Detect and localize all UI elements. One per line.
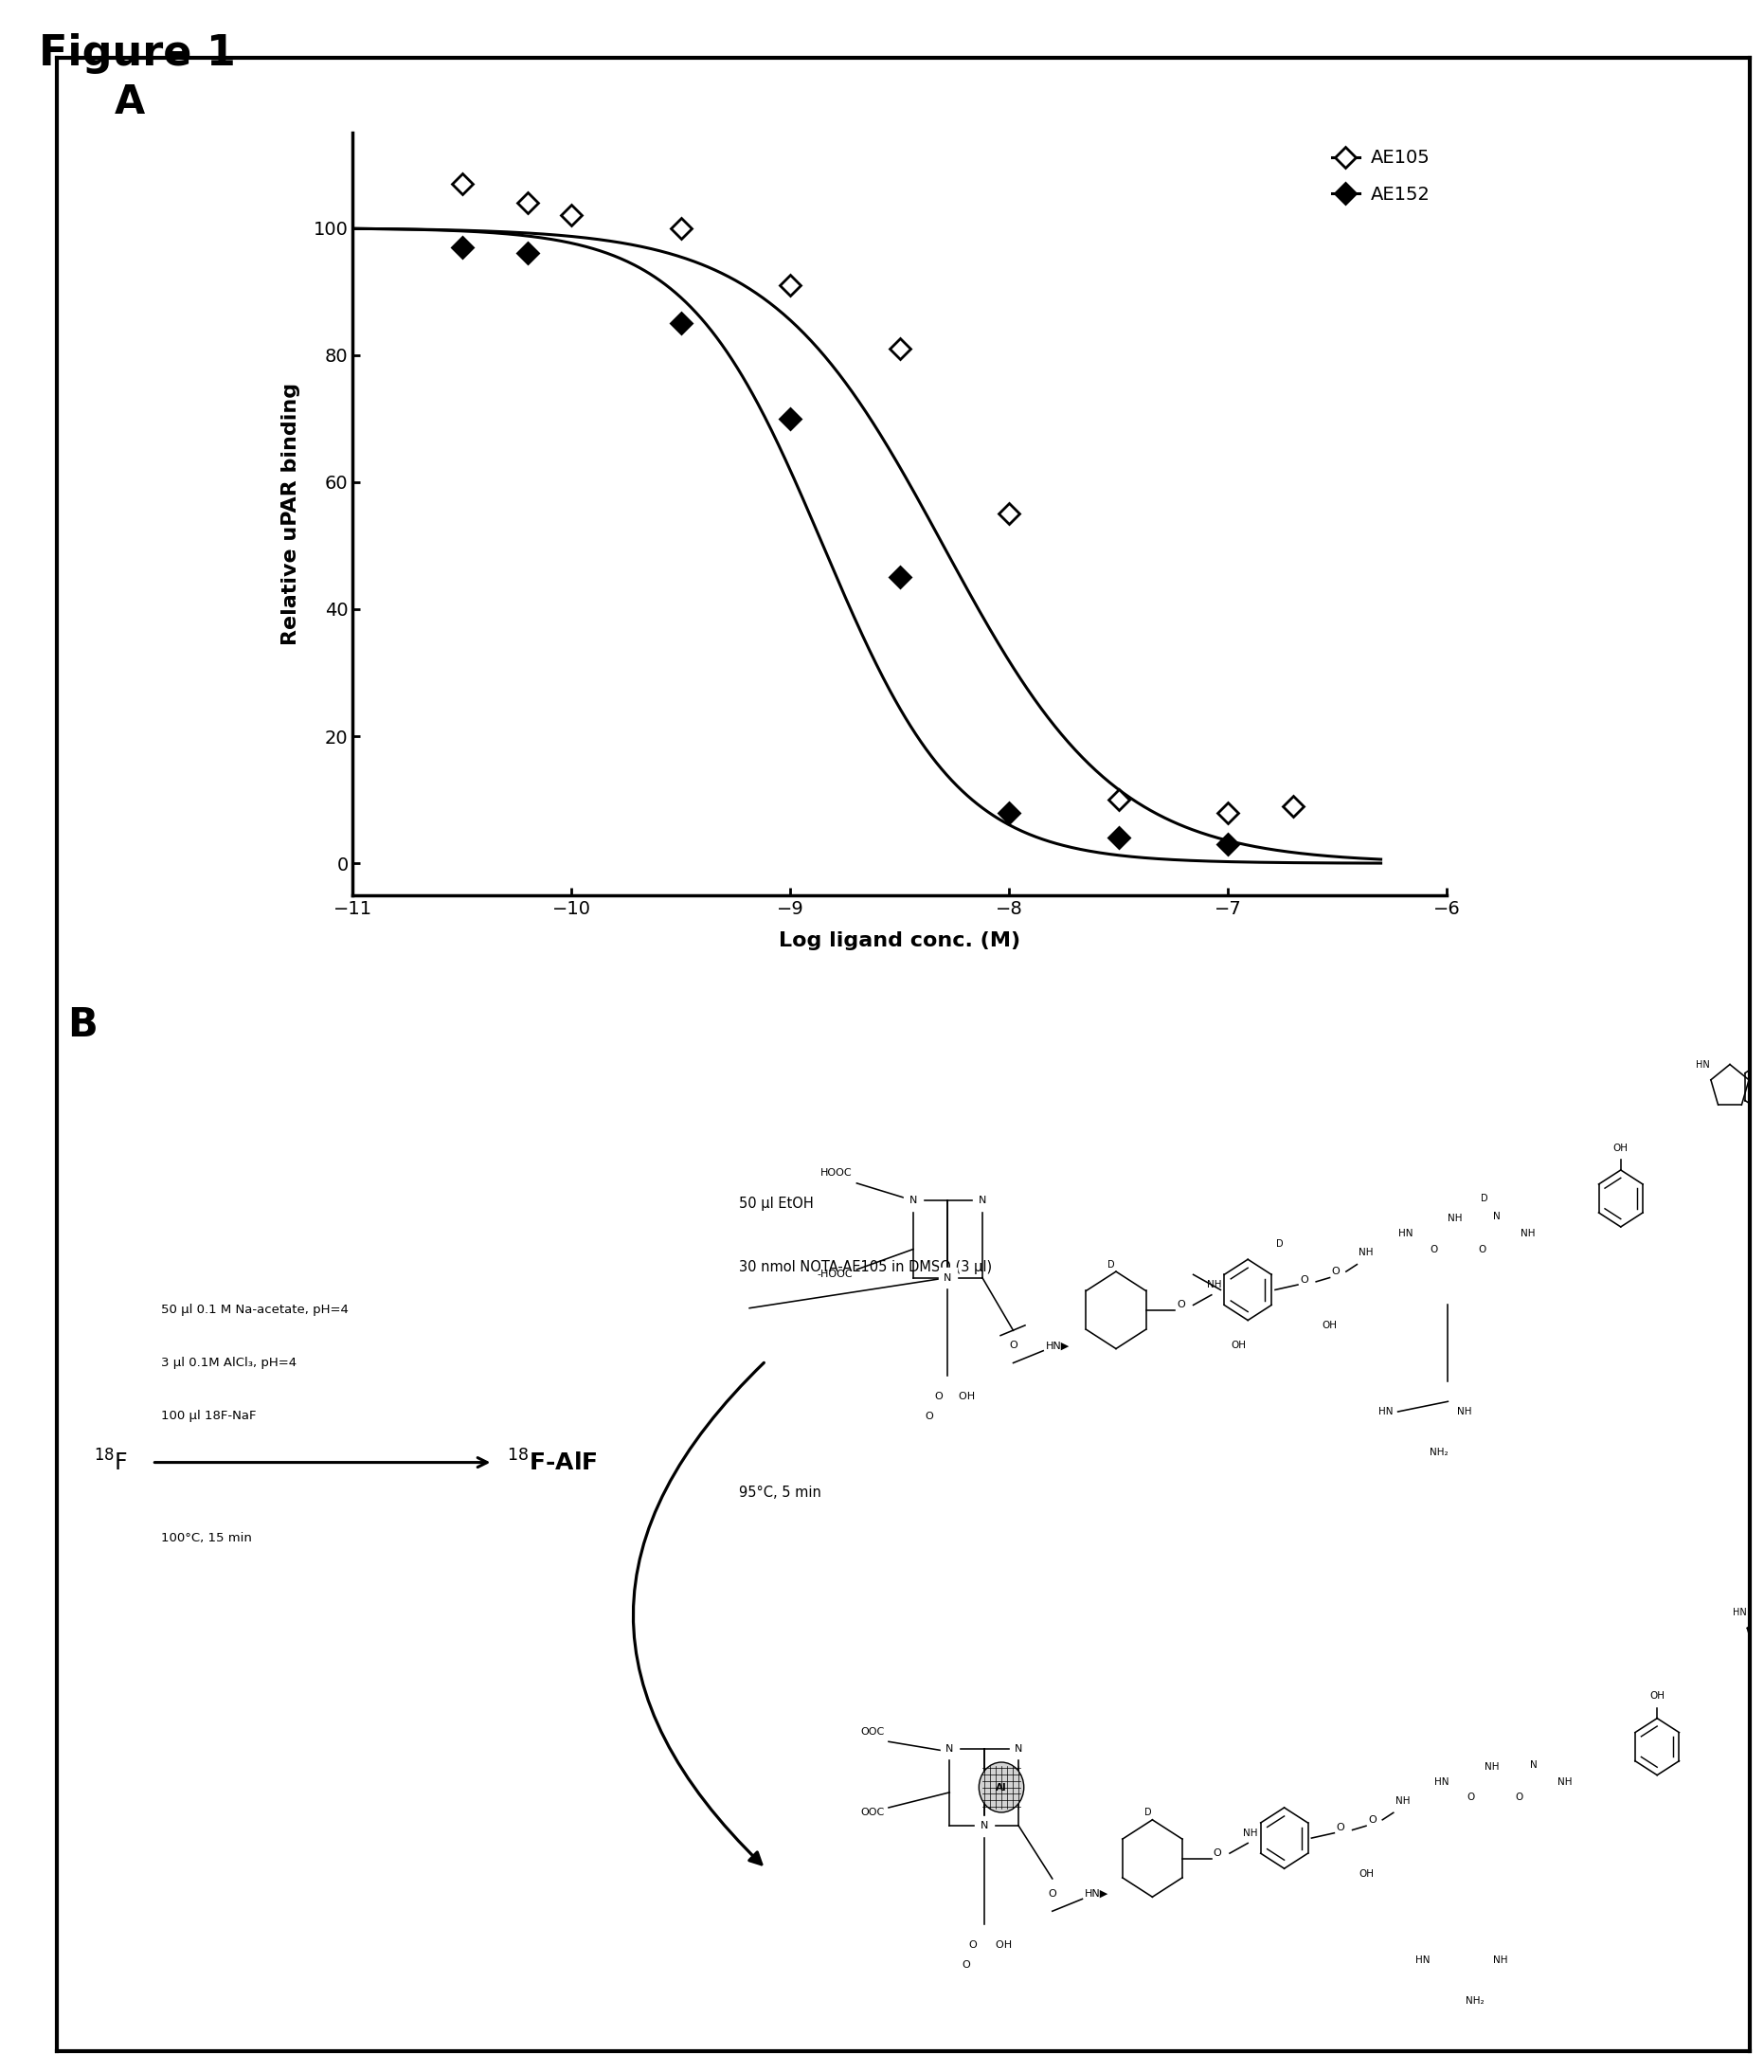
Text: NH: NH [1494,1956,1508,1964]
Text: O: O [1009,1341,1018,1351]
Text: O: O [1468,1792,1475,1803]
Text: N: N [979,1196,986,1206]
Text: O: O [1214,1848,1222,1859]
Text: 100 μl 18F-NaF: 100 μl 18F-NaF [161,1409,256,1421]
Text: D: D [1480,1193,1487,1204]
Text: -HOOC: -HOOC [817,1270,852,1278]
X-axis label: Log ligand conc. (M): Log ligand conc. (M) [778,930,1021,949]
Text: 50 μl 0.1 M Na-acetate, pH=4: 50 μl 0.1 M Na-acetate, pH=4 [161,1303,349,1316]
Text: Figure 1: Figure 1 [39,33,236,75]
Text: Al: Al [997,1782,1007,1792]
Text: OH: OH [1323,1320,1337,1330]
Text: 100°C, 15 min: 100°C, 15 min [161,1533,252,1546]
Text: O: O [1300,1274,1307,1285]
Text: O: O [961,1960,970,1970]
Text: O: O [1332,1266,1341,1276]
Text: OH: OH [1231,1341,1247,1351]
Text: NH: NH [1207,1280,1222,1289]
Text: NH: NH [1457,1407,1471,1417]
Text: HN: HN [1379,1407,1394,1417]
Text: OH: OH [1649,1691,1665,1701]
Text: HN: HN [1732,1608,1746,1618]
Text: N: N [1529,1761,1536,1769]
Text: 30 nmol NOTA-AE105 in DMSO (3 μl): 30 nmol NOTA-AE105 in DMSO (3 μl) [739,1260,991,1274]
Text: NH: NH [1521,1229,1535,1239]
Text: OH: OH [988,1939,1011,1950]
Text: HN: HN [1415,1956,1431,1964]
Text: O: O [1177,1301,1185,1310]
Y-axis label: Relative uPAR binding: Relative uPAR binding [280,383,300,644]
Text: O: O [968,1939,977,1950]
Text: O: O [935,1392,944,1401]
Text: $^{18}$F: $^{18}$F [93,1450,129,1475]
Text: NH: NH [1358,1247,1374,1258]
Text: OH: OH [1358,1869,1374,1879]
Text: O: O [1048,1890,1057,1898]
Text: NH: NH [1448,1214,1462,1222]
Text: O: O [1515,1792,1522,1803]
Text: HN: HN [1695,1059,1709,1069]
Text: O: O [926,1411,933,1421]
Text: O: O [1478,1245,1487,1254]
Text: N: N [981,1821,988,1832]
Text: O: O [1335,1823,1344,1832]
Text: N: N [1014,1745,1023,1753]
Text: $^{18}$F-AlF: $^{18}$F-AlF [506,1450,598,1475]
Text: N: N [944,1272,953,1283]
Text: N: N [908,1196,917,1206]
Text: NH: NH [1558,1778,1572,1786]
Text: NH₂: NH₂ [1466,1995,1485,2006]
Text: OOC: OOC [861,1809,884,1817]
Text: NH: NH [1484,1763,1499,1772]
Text: OH: OH [953,1392,975,1401]
Text: OOC: OOC [861,1726,884,1736]
Text: OH: OH [1612,1144,1628,1152]
Text: N: N [1494,1212,1501,1222]
Text: A: A [115,83,145,122]
Text: HN: HN [1434,1778,1448,1786]
Circle shape [979,1761,1023,1813]
Text: HOOC: HOOC [820,1169,852,1177]
Text: NH: NH [1244,1830,1258,1838]
Text: D: D [1275,1239,1282,1249]
Text: HN▶: HN▶ [1085,1890,1108,1898]
Text: N: N [946,1745,954,1753]
Text: D: D [1108,1260,1115,1270]
Text: O: O [1431,1245,1438,1254]
Text: B: B [67,1005,97,1044]
Text: HN: HN [1397,1229,1413,1239]
Text: NH: NH [1395,1796,1409,1805]
Text: O: O [1367,1815,1376,1825]
Text: D: D [1145,1809,1152,1817]
Text: HN▶: HN▶ [1046,1341,1071,1351]
Text: NH₂: NH₂ [1429,1448,1448,1457]
Text: 3 μl 0.1M AlCl₃, pH=4: 3 μl 0.1M AlCl₃, pH=4 [161,1357,296,1370]
Legend: AE105, AE152: AE105, AE152 [1325,141,1438,211]
Text: 95°C, 5 min: 95°C, 5 min [739,1486,820,1500]
Text: 50 μl EtOH: 50 μl EtOH [739,1196,813,1210]
